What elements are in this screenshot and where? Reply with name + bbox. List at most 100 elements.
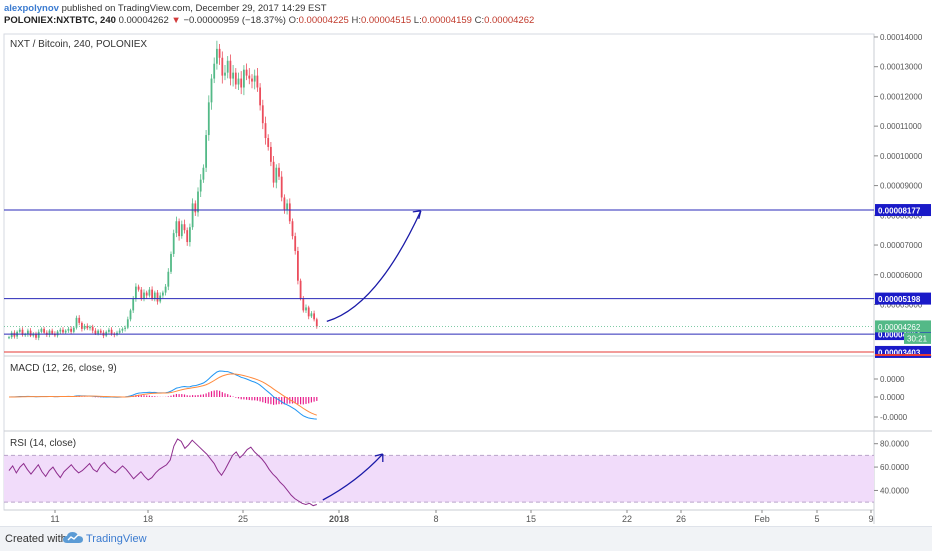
macd-tick-label: 0.0000 [880, 393, 905, 402]
candle-body [37, 331, 40, 338]
candle-body [270, 146, 272, 162]
candle-body [143, 292, 145, 299]
candle-body [83, 325, 86, 329]
candle-body [251, 78, 253, 82]
candle-body [56, 331, 59, 336]
chart-canvas[interactable]: 0.00014000 0.00013000 0.00012000 0.00011000… [0, 28, 932, 526]
close-label: C: [474, 15, 485, 26]
candle-body [256, 75, 259, 88]
candle-body [29, 330, 32, 336]
symbol-ohlc-line: POLONIEX:NXTBTC, 240 0.00004262 ▼ −0.000… [4, 15, 534, 26]
candle-body [8, 337, 10, 339]
candle-body [186, 230, 189, 243]
candle-body [305, 307, 307, 311]
candle-body [126, 319, 129, 328]
candle-body [32, 333, 35, 336]
candle-body [118, 330, 121, 333]
level-tag [875, 292, 931, 305]
candle-body [89, 326, 91, 329]
candle-body [62, 329, 64, 333]
x-tick-label: Feb [754, 514, 770, 524]
candle-body [21, 329, 24, 335]
candle-body [237, 78, 240, 85]
open-label: O: [288, 15, 299, 26]
change-arrow-icon: ▼ [171, 15, 181, 26]
candle-body [70, 328, 72, 332]
candle-body [59, 329, 62, 332]
candle-body [310, 313, 313, 317]
trend-arrow-head [412, 210, 422, 220]
candle-body [145, 292, 148, 296]
candle-body [167, 271, 170, 287]
x-tick-label: 22 [622, 514, 632, 524]
symbol-label: POLONIEX:NXTBTC, 240 [4, 15, 116, 26]
candle-body [213, 63, 216, 79]
current-price-label: 0.00004262 [878, 323, 921, 332]
candle-body [124, 327, 126, 329]
candle-body [307, 307, 310, 317]
candle-body [261, 105, 264, 124]
candle-body [178, 221, 180, 237]
tradingview-brand-link[interactable]: TradingView [86, 533, 147, 545]
candle-body [267, 138, 270, 147]
price-tick-label: 0.00010000 [880, 152, 923, 161]
candle-body [129, 310, 132, 320]
rsi-title: RSI (14, close) [10, 438, 76, 449]
level-tag [875, 204, 931, 217]
macd-tick-label: -0.0000 [880, 413, 908, 422]
candle-body [199, 179, 202, 192]
price-tick-label: 0.00014000 [880, 33, 923, 42]
candle-body [275, 167, 278, 183]
price-tick-label: 0.00006000 [880, 271, 923, 280]
candle-body [183, 224, 186, 231]
candle-body [299, 280, 302, 299]
candle-body [27, 330, 29, 335]
low-value: 0.00004159 [421, 15, 472, 26]
candle-body [43, 328, 45, 333]
candle-body [164, 286, 167, 293]
published-text: published on TradingView.com, December 2… [61, 3, 327, 14]
candle-body [194, 203, 197, 213]
x-tick-label: 26 [676, 514, 686, 524]
candle-body [64, 330, 67, 333]
candle-body [197, 191, 199, 213]
candle-body [72, 327, 75, 332]
rsi-arrow [322, 453, 384, 501]
candle-body [291, 221, 294, 237]
candle-body [216, 48, 218, 64]
rsi-band [4, 455, 874, 503]
candle-body [259, 87, 261, 106]
rsi-arrow-head [374, 453, 384, 462]
candle-body [99, 330, 102, 333]
tradingview-cloud-icon [63, 532, 83, 543]
macd-title: MACD (12, 26, close, 9) [10, 363, 117, 374]
candle-body [91, 326, 94, 331]
candle-body [272, 161, 275, 183]
footer-bar: Created with TradingView [0, 526, 932, 551]
candle-body [140, 289, 143, 299]
candle-body [191, 203, 194, 228]
price-tick-label: 0.00012000 [880, 92, 923, 101]
rsi-line [8, 438, 317, 507]
price-tick-label: 0.00013000 [880, 63, 923, 72]
candle-body [315, 319, 318, 327]
candle-body [156, 292, 159, 302]
candle-body [121, 328, 124, 331]
candle-body [180, 224, 183, 237]
candle-body [240, 78, 243, 88]
countdown-label: 30:21 [907, 334, 928, 343]
candle-body [175, 221, 178, 234]
low-label: L: [413, 15, 422, 26]
last-price: 0.00004262 [118, 15, 169, 26]
created-with-label: Created with [5, 533, 67, 545]
candle-body [151, 289, 153, 299]
candle-body [75, 317, 78, 328]
candle-body [67, 328, 70, 331]
x-tick-label: 9 [868, 514, 873, 524]
candle-body [10, 332, 13, 338]
x-tick-label: 25 [238, 514, 248, 524]
candle-body [24, 334, 27, 336]
candle-body [297, 250, 299, 281]
author-link[interactable]: alexpolynov [4, 3, 59, 14]
candle-body [13, 332, 16, 337]
